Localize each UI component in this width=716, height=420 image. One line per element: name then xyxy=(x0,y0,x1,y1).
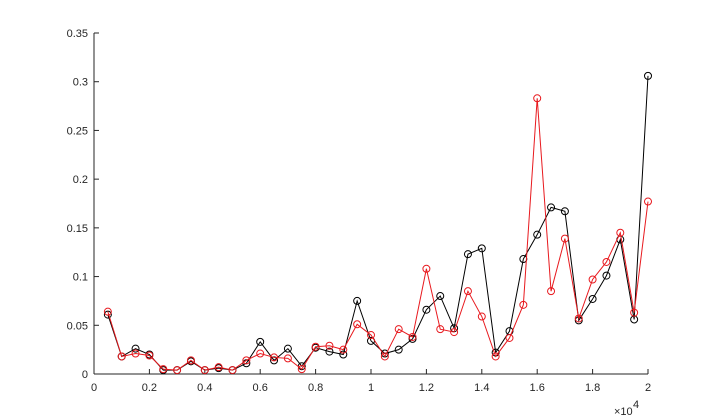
data-point xyxy=(283,354,292,363)
data-point xyxy=(644,197,652,206)
data-point xyxy=(256,337,265,346)
series-line xyxy=(107,75,649,371)
y-tick-label: 0.15 xyxy=(67,223,88,235)
x-tick-label: 1.6 xyxy=(530,382,545,394)
series-0 xyxy=(103,71,652,375)
y-tick-label: 0.05 xyxy=(67,320,88,332)
y-tick-label: 0.1 xyxy=(73,272,88,284)
x-tick-label: 0.6 xyxy=(253,382,268,394)
data-point xyxy=(422,264,431,273)
data-point xyxy=(311,342,320,351)
data-point xyxy=(186,356,195,365)
data-point xyxy=(325,347,334,356)
data-point xyxy=(380,352,389,361)
data-point xyxy=(477,312,486,321)
data-point xyxy=(367,331,375,340)
x-exponent-power: 4 xyxy=(633,399,639,411)
data-point xyxy=(560,234,569,243)
data-point xyxy=(463,287,472,296)
data-point xyxy=(242,356,251,365)
data-point xyxy=(533,94,542,103)
data-point xyxy=(547,287,556,296)
y-tick-label: 0 xyxy=(82,369,88,381)
data-point xyxy=(283,344,292,353)
series-1 xyxy=(103,94,652,375)
data-point xyxy=(394,345,403,354)
data-point xyxy=(533,230,542,239)
data-point xyxy=(339,350,348,359)
data-point xyxy=(339,345,348,354)
data-point xyxy=(353,320,362,329)
data-point xyxy=(547,203,556,212)
x-tick-label: 1 xyxy=(368,382,374,394)
data-point xyxy=(270,356,279,365)
x-tick-label: 1.8 xyxy=(585,382,600,394)
data-point xyxy=(450,328,459,337)
data-point xyxy=(394,325,403,334)
x-exponent-label: ×10 xyxy=(614,406,633,418)
data-point xyxy=(353,296,362,305)
data-point xyxy=(200,366,209,375)
data-point xyxy=(159,365,168,374)
data-point xyxy=(103,310,112,319)
data-point xyxy=(602,257,611,266)
data-point xyxy=(630,308,639,317)
data-point xyxy=(270,353,279,362)
y-tick-label: 0.2 xyxy=(73,174,88,186)
data-point xyxy=(256,349,265,358)
data-point xyxy=(560,207,569,216)
data-point xyxy=(436,292,445,301)
data-point xyxy=(616,228,625,237)
series-line xyxy=(107,98,649,371)
data-point xyxy=(644,71,652,80)
y-tick-label: 0.25 xyxy=(67,125,88,137)
data-point xyxy=(574,314,583,323)
data-point xyxy=(103,307,112,316)
data-point xyxy=(325,341,334,350)
data-point xyxy=(519,300,528,309)
data-point xyxy=(408,332,417,341)
data-point xyxy=(422,305,431,314)
y-tick-label: 0.3 xyxy=(73,77,88,89)
data-point xyxy=(117,352,126,361)
data-point xyxy=(228,366,237,375)
data-point xyxy=(588,294,597,303)
x-tick-label: 0 xyxy=(91,382,97,394)
x-tick-label: 0.2 xyxy=(142,382,157,394)
x-tick-label: 0.4 xyxy=(197,382,212,394)
data-point xyxy=(214,363,223,372)
data-point xyxy=(145,351,154,360)
data-point xyxy=(602,271,611,280)
axes xyxy=(93,32,649,375)
data-point xyxy=(477,244,486,253)
x-tick-label: 2 xyxy=(645,382,651,394)
data-point xyxy=(436,325,445,334)
x-tick-label: 0.8 xyxy=(308,382,323,394)
data-point xyxy=(505,333,514,342)
x-tick-label: 1.4 xyxy=(474,382,489,394)
x-tick-label: 1.2 xyxy=(419,382,434,394)
data-point xyxy=(463,250,472,259)
data-point xyxy=(297,365,306,374)
data-point xyxy=(131,344,140,353)
data-point xyxy=(491,352,500,361)
data-point xyxy=(131,349,140,358)
y-tick-label: 0.35 xyxy=(67,28,88,40)
data-point xyxy=(588,275,597,284)
data-point xyxy=(173,366,182,375)
series-layer xyxy=(103,71,652,375)
tick-labels: 0 0.2 0.4 0.6 0.8 1 1.2 1.4 1.6 1.8 2 0 0.05 0.1 0.15 0… xyxy=(67,28,651,418)
